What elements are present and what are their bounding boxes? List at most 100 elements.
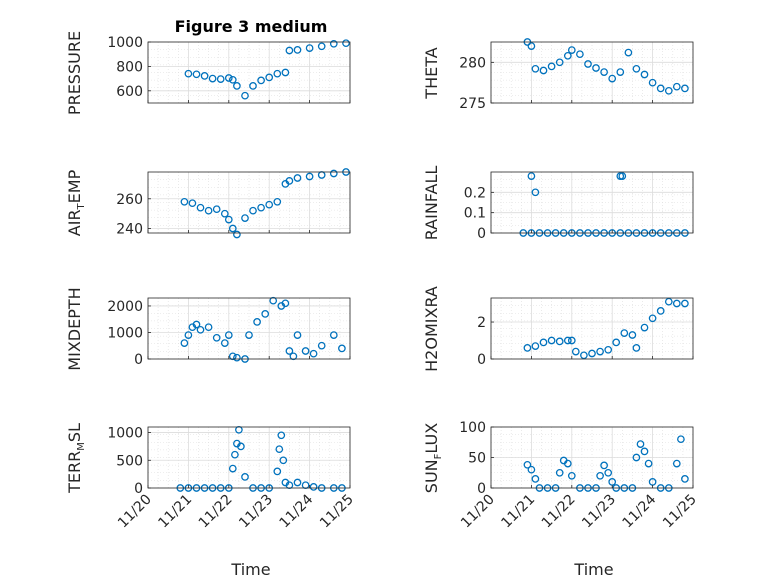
h2omixra-point [571,347,580,356]
pressure-point [228,75,237,84]
sun-flux-point [523,460,532,469]
terr-msl-point [309,483,318,491]
terr-msl-point [301,481,310,490]
air-temp-point [224,215,233,224]
terr-msl-xtick-label: 11/22 [196,492,236,532]
pressure-ylabel: PRESSURE [65,31,84,115]
pressure-point [216,75,225,83]
terr-msl-xtick-label: 11/24 [277,491,317,531]
pressure-yticks: 600 800 1000 [107,35,151,100]
mixdepth-ytick-label: 2000 [107,299,143,315]
sun-flux-point [681,475,689,483]
mixdepth-grid [147,298,351,360]
h2omixra-markers [523,297,689,360]
terr-msl-yticks: 0 500 1000 [107,426,151,497]
terr-msl-grid [147,427,351,489]
h2omixra-point [640,323,649,332]
sun-flux-xtick-label: 11/22 [539,492,579,532]
terr-msl-point [228,464,237,473]
mixdepth-point [204,323,213,332]
air-temp-point [204,206,213,215]
mixdepth-point [301,347,310,355]
pressure-point [273,69,282,78]
terr-msl-point [279,456,288,465]
sun-flux-point [672,459,681,468]
sun-flux-ytick-label: 50 [468,451,486,467]
pressure-point [249,82,257,90]
h2omixra-point [604,345,613,354]
terr-msl-point [275,445,284,454]
h2omixra-ytick-label: 0 [477,352,486,368]
theta-point [656,84,665,93]
theta-point [592,64,600,72]
air-temp-point [233,230,241,239]
mixdepth-ylabel: MIXDEPTH [65,287,84,370]
h2omixra-point [656,307,665,315]
rainfall-point [527,172,536,180]
terr-msl-ytick-label: 0 [134,481,143,497]
theta-point [616,68,625,76]
rainfall-ytick-label: 0.2 [464,185,486,201]
sun-flux-xtick-label: 11/25 [660,492,700,532]
sun-flux-point [531,475,540,483]
mixdepth-markers [180,296,346,363]
rainfall-yticks: 0 0.1 0.2 [464,185,494,242]
mixdepth-point [338,344,346,353]
h2omixra-point [555,337,564,346]
pressure-point [317,42,326,51]
mixdepth-ytick-label: 0 [134,352,143,368]
pressure-point [265,73,274,82]
mixdepth-point [309,349,318,358]
air-temp-ytick-label: 260 [116,192,143,208]
terr-msl-xtick-label: 11/20 [115,492,155,532]
terr-msl-point [241,473,249,481]
terr-msl-point [235,425,243,434]
sun-flux-point [632,453,641,462]
mixdepth-point [233,353,241,362]
theta-point [555,58,564,67]
air-temp-grid [147,172,351,233]
sun-flux-point [604,468,613,477]
h2omixra-yticks: 02 [477,315,494,368]
mixdepth-point [192,320,201,329]
theta-point [547,62,556,71]
mixdepth-point [293,331,302,339]
h2omixra-point [547,336,556,345]
sun-flux-point [636,440,645,448]
rainfall-grid [490,172,694,234]
terr-msl-ytick-label: 500 [116,453,143,469]
h2omixra-point [628,331,637,339]
figure-title: Figure 3 medium [175,17,328,36]
air-temp-point [212,205,221,214]
sun-flux-ylabel: SUNFLUX [422,423,444,493]
theta-grid [490,42,694,104]
mixdepth-ytick-label: 1000 [107,325,143,341]
mixdepth-point [224,331,233,339]
mixdepth-point [281,299,290,308]
theta-point [539,66,548,75]
theta-point [531,64,540,73]
pressure-point [305,44,314,52]
h2omixra-point [563,336,572,345]
theta-point [648,78,657,87]
sun-flux-point [600,461,608,470]
air-temp-point [228,224,237,233]
theta-ylabel: THETA [422,47,441,99]
mixdepth-point [285,347,294,355]
air-temp-point [188,199,197,208]
air-temp-point [273,197,282,206]
pressure-point [208,74,217,83]
pressure-grid [147,41,351,103]
mixdepth-point [289,352,298,361]
pressure-point [200,72,209,80]
sun-flux-point [677,435,685,444]
panel-mixdepth: 0 1000 2000 MIXDEPTH [65,287,351,371]
theta-point [576,50,584,59]
h2omixra-point [588,349,596,358]
panel-pressure: 600 800 1000 PRESSURE [65,31,351,115]
xlabel-left: Time [230,560,270,579]
pressure-ytick-label: 1000 [107,35,143,51]
pressure-point [192,70,201,79]
mixdepth-point [245,331,253,339]
rainfall-axes-box [490,171,694,234]
